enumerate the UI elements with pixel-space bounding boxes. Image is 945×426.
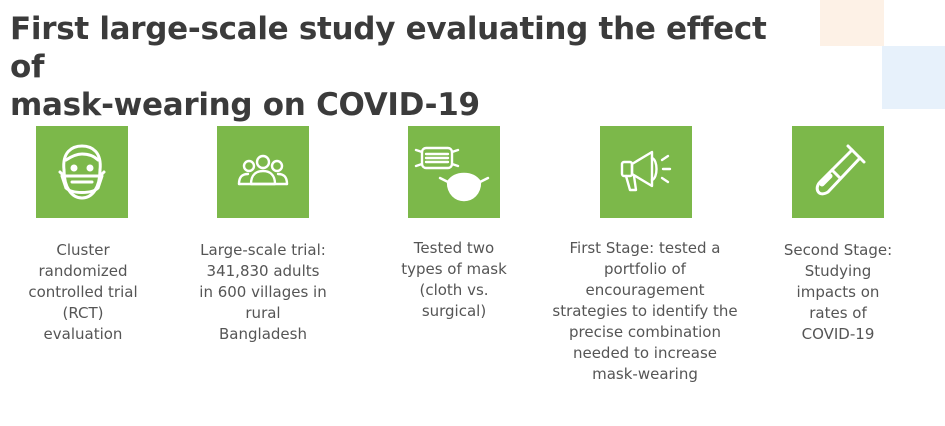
feature-caption: Tested two types of mask (cloth vs. surg… <box>359 238 549 322</box>
caption-line: (RCT) <box>62 304 104 322</box>
test-tube-icon <box>792 126 884 218</box>
masks-icon <box>408 126 500 218</box>
feature-caption: Cluster randomized controlled trial (RCT… <box>0 240 178 345</box>
caption-line: rural <box>245 304 281 322</box>
caption-line: impacts on <box>796 283 880 301</box>
caption-line: precise combination <box>569 323 721 341</box>
caption-line: COVID-19 <box>801 325 875 343</box>
caption-line: 341,830 adults <box>206 262 320 280</box>
caption-line: in 600 villages in <box>199 283 327 301</box>
page-title: First large-scale study evaluating the e… <box>10 10 810 124</box>
caption-line: portfolio of <box>604 260 686 278</box>
people-group-icon <box>217 126 309 218</box>
caption-line: Cluster <box>56 241 110 259</box>
title-line-1: First large-scale study evaluating the e… <box>10 11 767 85</box>
feature-caption: First Stage: tested a portfolio of encou… <box>550 238 740 385</box>
caption-line: strategies to identify the <box>552 302 738 320</box>
caption-line: controlled trial <box>28 283 138 301</box>
caption-line: rates of <box>809 304 867 322</box>
caption-line: types of mask <box>401 260 507 278</box>
caption-line: Studying <box>804 262 872 280</box>
title-line-2: mask-wearing on COVID-19 <box>10 87 480 123</box>
caption-line: evaluation <box>43 325 123 343</box>
caption-line: mask-wearing <box>592 365 698 383</box>
megaphone-icon <box>600 126 692 218</box>
caption-line: surgical) <box>421 302 487 320</box>
caption-line: encouragement <box>585 281 705 299</box>
masked-face-icon <box>36 126 128 218</box>
caption-line: First Stage: tested a <box>569 239 721 257</box>
caption-line: Large-scale trial: <box>200 241 326 259</box>
caption-line: randomized <box>38 262 128 280</box>
decorative-blue-block <box>882 46 945 109</box>
feature-caption: Second Stage: Studying impacts on rates … <box>743 240 933 345</box>
caption-line: Second Stage: <box>783 241 893 259</box>
feature-caption: Large-scale trial: 341,830 adults in 600… <box>168 240 358 345</box>
caption-line: needed to increase <box>572 344 718 362</box>
caption-line: Tested two <box>413 239 495 257</box>
decorative-peach-block <box>820 0 884 46</box>
caption-line: Bangladesh <box>219 325 307 343</box>
caption-line: (cloth vs. <box>419 281 489 299</box>
